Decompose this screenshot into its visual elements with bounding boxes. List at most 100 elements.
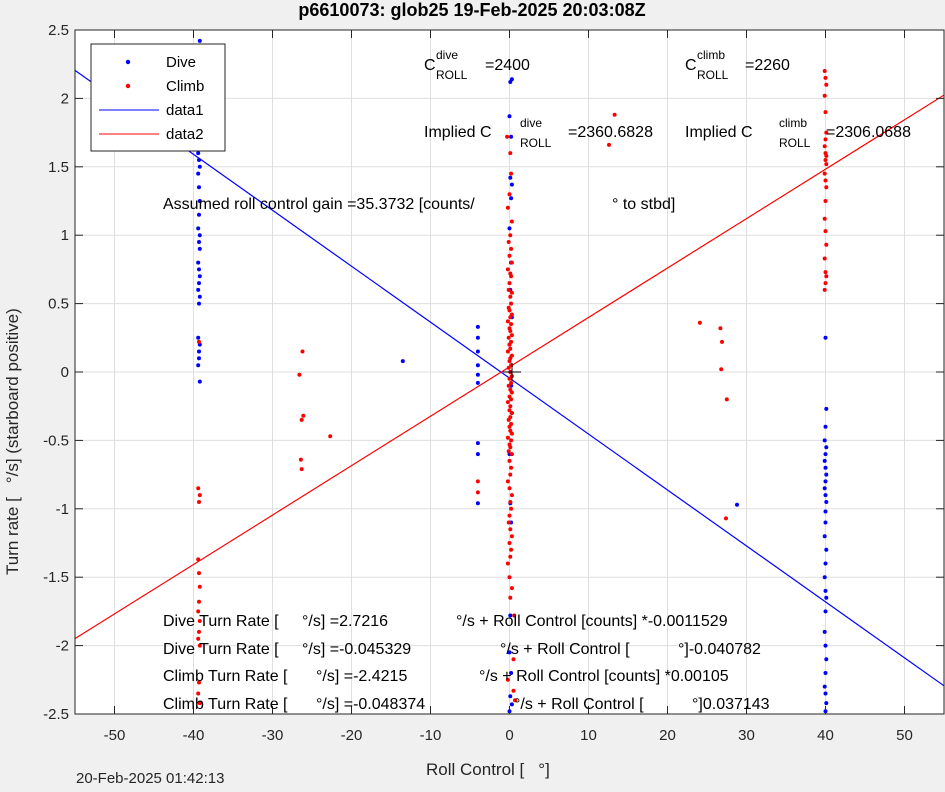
climb-point (509, 290, 514, 295)
fit4-a: Climb Turn Rate [ (163, 696, 288, 713)
fit2-c: °/s + Roll Control [ (500, 641, 630, 658)
dive-point (509, 182, 514, 187)
implied-dive-annotation: Implied C dive ROLL =2360.6828 (424, 116, 653, 150)
c-dive-value: =2400 (485, 57, 530, 74)
climb-point (509, 534, 514, 539)
climb-point (824, 82, 829, 87)
climb-point (508, 151, 513, 156)
climb-point (298, 457, 303, 462)
dive-point (197, 233, 202, 238)
climb-point (823, 199, 828, 203)
dive-point (197, 212, 201, 217)
climb-point (507, 408, 512, 413)
climb-point (297, 372, 302, 377)
climb-point (197, 584, 202, 589)
climb-point (196, 636, 201, 641)
climb-point (509, 219, 514, 224)
climb-point (506, 335, 511, 340)
y-tick-label: 0 (61, 364, 69, 381)
climb-point (509, 452, 514, 457)
climb-point (197, 701, 202, 706)
climb-point (505, 479, 510, 484)
climb-point (509, 493, 514, 498)
climb-point (507, 308, 512, 313)
dive-point (197, 38, 202, 43)
x-ticks: -50 -40 -30 -20 -10 0 10 20 30 40 50 (104, 30, 913, 744)
dive-point (824, 595, 829, 600)
y-tick-label: -0.5 (43, 432, 69, 449)
dive-point (509, 134, 514, 139)
dive-point (197, 158, 201, 162)
climb-point (197, 599, 201, 604)
climb-point (508, 294, 513, 299)
dive-point (822, 629, 827, 634)
x-tick-label: -20 (341, 727, 363, 744)
climb-point (505, 561, 510, 566)
climb-point (505, 205, 510, 210)
dive-point (823, 509, 828, 514)
climb-point (509, 260, 514, 265)
implied-dive-prefix: Implied C (424, 124, 492, 141)
climb-point (824, 162, 829, 167)
climb-point (505, 400, 510, 405)
fit-equation-2: Dive Turn Rate [ °/s] =-0.045329 °/s + R… (163, 641, 761, 658)
climb-point (509, 438, 514, 443)
dive-point (197, 379, 202, 384)
dive-point (196, 171, 201, 176)
x-tick-label: 40 (817, 727, 834, 744)
climb-point (823, 75, 828, 80)
dive-point (824, 547, 829, 552)
climb-point (509, 547, 514, 552)
dive-point (824, 500, 829, 504)
dive-point (197, 294, 202, 299)
dive-point (823, 520, 828, 525)
dive-point (823, 465, 828, 470)
fit2-a: Dive Turn Rate [ (163, 641, 279, 658)
origin-cross (503, 363, 521, 381)
climb-point (196, 609, 201, 614)
y-axis-label: Turn rate [°/s] (starboard positive) (3, 308, 22, 575)
dive-point (475, 372, 480, 377)
implied-climb-value: =2306.0688 (826, 124, 911, 141)
climb-point (197, 493, 202, 498)
dive-point (822, 534, 827, 539)
dive-point (823, 671, 828, 675)
climb-point (823, 158, 828, 162)
dive-point (197, 199, 202, 203)
climb-point (299, 417, 304, 422)
climb-point (299, 467, 304, 472)
dive-point (475, 335, 480, 340)
y-tick-label: 1 (61, 227, 69, 244)
dive-point (475, 349, 480, 354)
climb-point (505, 435, 510, 440)
climb-point (612, 112, 617, 117)
climb-point (509, 397, 514, 402)
dive-point (509, 702, 514, 707)
climb-point (505, 134, 510, 139)
climb-point (196, 557, 201, 562)
dive-point (508, 613, 513, 618)
y-tick-label: -2 (56, 638, 69, 655)
implied-dive-sub: ROLL (520, 136, 552, 150)
climb-point (822, 287, 827, 292)
dive-point (400, 359, 405, 364)
climb-point (508, 472, 513, 477)
dive-point (735, 502, 739, 507)
climb-point (197, 571, 201, 576)
climb-point (508, 315, 513, 320)
fit4-b: °/s] =-0.048374 (316, 696, 425, 713)
dive-point (507, 114, 512, 119)
implied-climb-sup: climb (779, 116, 807, 130)
climb-point (824, 185, 829, 190)
y-tick-label: 2.5 (48, 22, 69, 39)
fit-equation-3: Climb Turn Rate [ °/s] =-2.4215 °/s + Ro… (163, 668, 729, 685)
y-tick-label: -1.5 (43, 569, 69, 586)
dive-point (197, 274, 202, 279)
dive-point (508, 694, 513, 699)
gain-unit: ° to stbd] (612, 196, 675, 213)
climb-point (300, 349, 305, 354)
climb-point (509, 465, 514, 470)
climb-point (505, 677, 510, 682)
c-dive-sub: ROLL (436, 68, 468, 82)
legend: Dive Climb data1 data2 (90, 43, 226, 152)
